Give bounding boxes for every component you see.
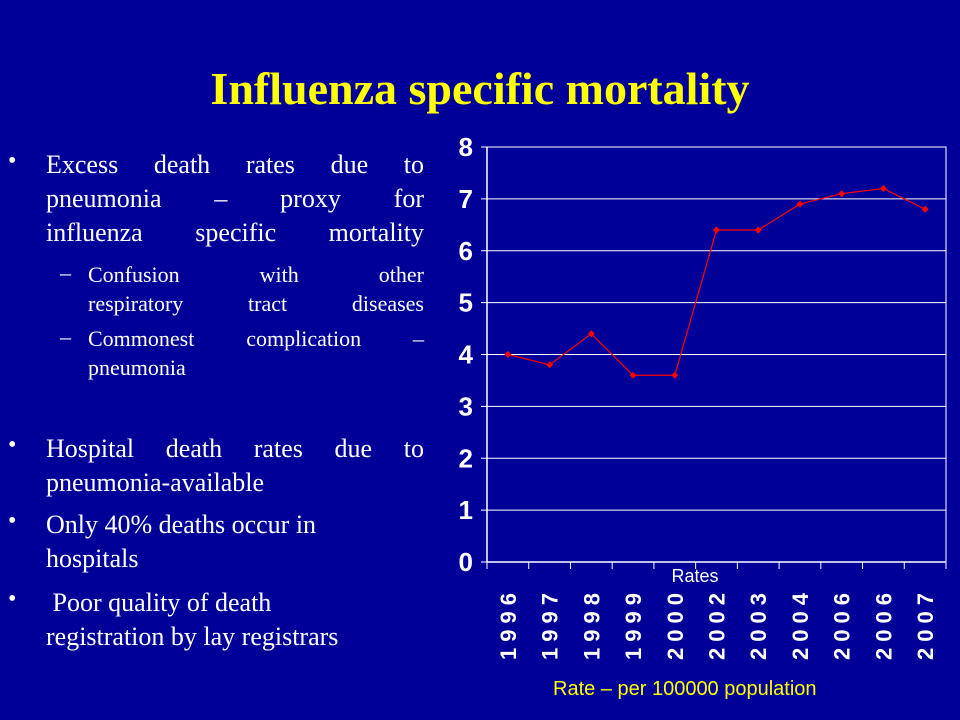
y-tick-label: 7 xyxy=(459,184,473,214)
bullet-line: hospitals xyxy=(46,544,139,573)
y-tick-label: 2 xyxy=(459,443,473,473)
bullet-dot: • xyxy=(8,432,17,458)
chart-footnote: Rate – per 100000 population xyxy=(553,678,817,700)
x-tick-labels: 1996 1997 1998 1999 2000 2002 2003 2004 2006 2006… xyxy=(496,587,938,660)
x-tick-label: 2007 xyxy=(913,587,938,660)
sub-bullet-text: Confusion with other respiratory tract d… xyxy=(88,260,424,318)
data-point xyxy=(504,351,512,358)
x-tick-label: 1997 xyxy=(538,587,563,660)
data-point xyxy=(671,371,679,379)
sub-bullet-line: Confusion with other xyxy=(88,262,424,287)
bullet-text: Excess death rates due to pneumonia – pr… xyxy=(46,148,424,250)
slide-title: Influenza specific mortality xyxy=(210,63,750,114)
data-point xyxy=(921,205,929,213)
x-tick-label: 1999 xyxy=(621,587,646,660)
x-tick-label: 2003 xyxy=(746,587,771,660)
data-point xyxy=(587,330,595,338)
bullet-line: Excess death rates due to xyxy=(46,150,424,179)
sub-bullet-line: respiratory tract diseases xyxy=(88,291,424,316)
bullet-dot: • xyxy=(8,148,17,174)
bullet-line: pneumonia-available xyxy=(46,468,265,497)
bullet-line: pneumonia – proxy for xyxy=(46,184,424,213)
axes xyxy=(486,147,947,569)
x-tick-label: 2002 xyxy=(705,587,730,660)
series-layer xyxy=(504,185,929,379)
x-tick-label: 1996 xyxy=(496,587,521,660)
y-tick-label: 0 xyxy=(459,547,473,577)
sub-bullet-dash: – xyxy=(60,324,71,349)
data-point xyxy=(629,371,637,379)
y-tick-label: 3 xyxy=(459,391,473,421)
x-tick-label: 2004 xyxy=(788,587,813,660)
y-tick-label: 6 xyxy=(459,236,473,266)
data-point xyxy=(838,190,846,198)
data-point xyxy=(713,226,720,234)
y-tick-labels: 0 1 2 3 4 5 6 7 8 xyxy=(459,132,474,577)
bullet-line: influenza specific mortality xyxy=(46,218,424,247)
y-tick-label: 5 xyxy=(459,288,473,318)
x-tick-label: 2006 xyxy=(871,587,896,660)
bullet-line: Only 40% deaths occur in xyxy=(46,510,317,539)
bullet-text: Hospital death rates due to pneumonia-av… xyxy=(46,432,424,500)
bullet-line: registration by lay registrars xyxy=(46,622,339,651)
data-point xyxy=(754,226,762,234)
series-name-label: Rates xyxy=(671,566,718,586)
x-tick-label: 2000 xyxy=(663,587,688,660)
bullet-text: Only 40% deaths occur in hospitals xyxy=(46,508,424,576)
sub-bullet-dash: – xyxy=(60,260,71,285)
bullet-dot: • xyxy=(8,508,17,534)
sub-bullet-line: Commonest complication – xyxy=(88,326,424,351)
bullet-dot: • xyxy=(8,586,17,612)
sub-bullet-text: Commonest complication – pneumonia xyxy=(88,324,424,382)
y-tick-label: 8 xyxy=(459,132,473,162)
y-tick-label: 4 xyxy=(459,340,474,370)
x-tick-label: 2006 xyxy=(830,587,855,660)
y-tick-label: 1 xyxy=(459,495,473,525)
bullet-line: Hospital death rates due to xyxy=(46,434,424,463)
bullet-line: Poor quality of death xyxy=(46,588,272,617)
sub-bullet-line: pneumonia xyxy=(88,355,186,380)
data-point xyxy=(546,361,554,369)
x-tick-label: 1998 xyxy=(579,587,604,660)
data-point xyxy=(879,185,887,192)
bullet-text: Poor quality of death registration by la… xyxy=(46,586,424,654)
data-point xyxy=(796,200,804,208)
